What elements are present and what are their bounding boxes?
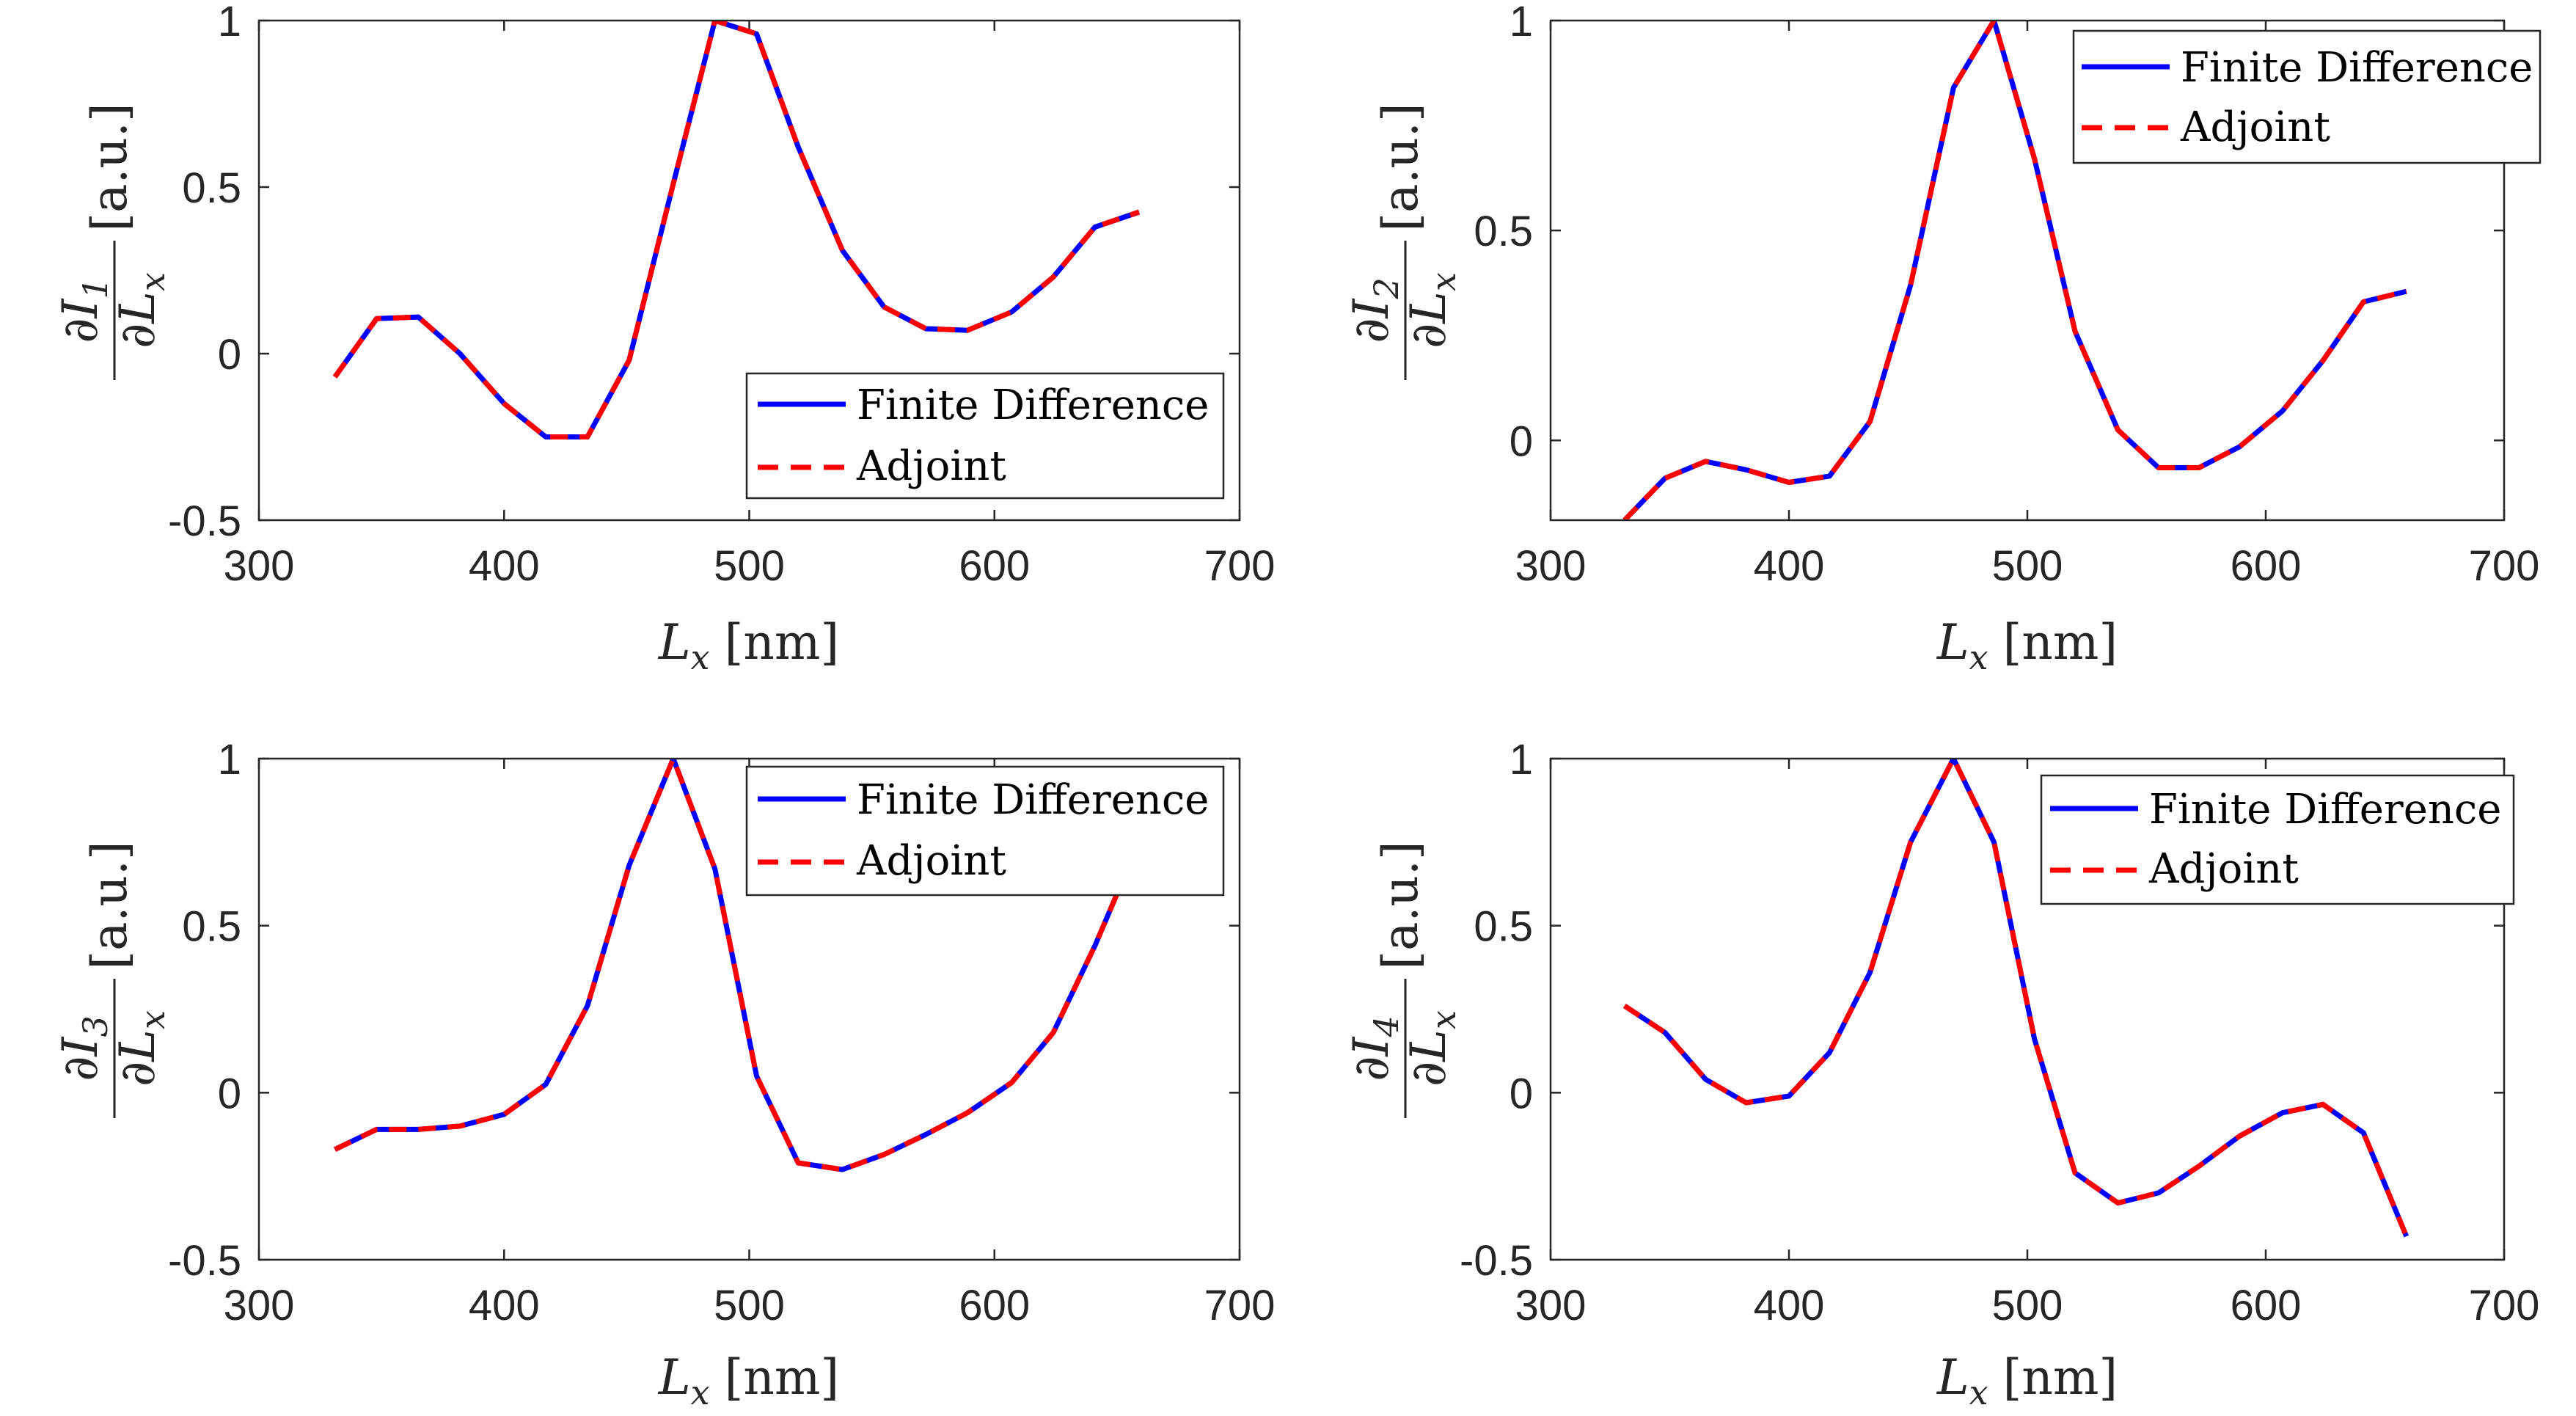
- x-axis-ticks: 300 400 500 600 700: [1515, 759, 2540, 1329]
- y-axis-ticks: -0.5 0 0.5 1: [168, 0, 1240, 545]
- x-tick-label: 300: [224, 542, 295, 590]
- legend-label-adjoint: Adjoint: [2148, 845, 2299, 893]
- x-tick-label: 700: [2469, 542, 2540, 590]
- y-tick-label: -0.5: [168, 497, 241, 545]
- y-tick-label: -0.5: [168, 1237, 241, 1285]
- x-tick-label: 400: [1754, 542, 1825, 590]
- y-label-unit: [a.u.]: [81, 841, 138, 969]
- legend: Finite Difference Adjoint: [2040, 774, 2515, 905]
- x-tick-label: 400: [469, 542, 540, 590]
- x-tick-label: 600: [959, 542, 1030, 590]
- x-tick-label: 300: [1515, 1282, 1587, 1329]
- x-tick-label: 600: [959, 1282, 1030, 1329]
- legend: Finite Difference Adjoint: [745, 372, 1225, 500]
- plot-area-frame: [257, 19, 1241, 522]
- series-lines: [332, 21, 1141, 439]
- y-tick-label: 0: [218, 331, 241, 379]
- y-label-numerator: ∂I3: [52, 1015, 115, 1081]
- series-lines: [1622, 21, 2407, 520]
- legend-label-finite-difference: Finite Difference: [857, 776, 1209, 824]
- x-axis-ticks: 300 400 500 600 700: [1515, 21, 2540, 590]
- y-label-numerator: ∂I1: [52, 277, 115, 343]
- plot-area-frame: [1549, 757, 2506, 1261]
- y-axis-label: ∂I4 ∂Lx [a.u.]: [1343, 841, 1463, 1118]
- x-axis-label-var: L: [658, 614, 691, 671]
- y-label-denominator: ∂Lx: [1400, 272, 1463, 348]
- y-axis-ticks: 00.51: [1474, 0, 2504, 465]
- y-axis-ticks: -0.5 0 0.5 1: [1460, 736, 2504, 1285]
- panel-1: 300 400 500 600 700 -0.5 0 0.5 1 Lx [nm] ∂I1 ∂Lx…: [52, 0, 1275, 677]
- x-tick-label: 400: [1754, 1282, 1825, 1329]
- y-axis-ticks: -0.5 0 0.5 1: [168, 736, 1240, 1285]
- y-tick-label: 1: [1510, 0, 1533, 45]
- y-label-numerator: ∂I4: [1343, 1015, 1406, 1081]
- x-tick-label: 700: [1204, 1282, 1276, 1329]
- legend-label-adjoint: Adjoint: [2180, 103, 2330, 151]
- y-tick-label: 1: [218, 0, 241, 45]
- series-line-adjoint: [1622, 759, 2409, 1238]
- series-lines: [334, 759, 1142, 1172]
- legend: Finite Difference Adjoint: [2072, 29, 2542, 164]
- y-tick-label: 1: [1510, 736, 1533, 784]
- y-tick-label: 0.5: [1474, 208, 1533, 255]
- y-tick-label: 0.5: [182, 164, 241, 212]
- y-label-denominator: ∂Lx: [109, 1010, 172, 1087]
- legend: Finite Difference Adjoint: [745, 765, 1225, 897]
- x-tick-label: 600: [2231, 542, 2302, 590]
- x-tick-label: 300: [1515, 542, 1587, 590]
- y-label-denominator: ∂Lx: [109, 272, 172, 348]
- legend-label-finite-difference: Finite Difference: [2181, 44, 2533, 92]
- y-label-unit: [a.u.]: [1372, 841, 1429, 969]
- legend-label-adjoint: Adjoint: [856, 442, 1006, 490]
- legend-label-adjoint: Adjoint: [856, 837, 1006, 885]
- y-tick-label: -0.5: [1460, 1237, 1533, 1285]
- x-axis-label: Lx [nm]: [658, 614, 839, 677]
- x-tick-label: 500: [1992, 542, 2063, 590]
- x-axis-ticks: 300 400 500 600 700: [224, 759, 1276, 1329]
- x-axis-label-unit: [nm]: [725, 614, 840, 671]
- panel-2: 300 400 500 600 700 00.51 Lx [nm] ∂I2 ∂Lx [a.…: [1343, 0, 2542, 677]
- y-tick-label: 0.5: [182, 903, 241, 951]
- x-tick-label: 700: [1204, 542, 1276, 590]
- y-label-numerator: ∂I2: [1343, 277, 1406, 343]
- legend-label-finite-difference: Finite Difference: [2149, 786, 2501, 833]
- x-tick-label: 300: [224, 1282, 295, 1329]
- series-line-adjoint: [334, 759, 1142, 1172]
- y-tick-label: 0.5: [1474, 903, 1533, 951]
- x-axis-label: Lx [nm]: [1936, 1349, 2118, 1412]
- y-axis-label: ∂I2 ∂Lx [a.u.]: [1343, 103, 1463, 380]
- x-tick-label: 600: [2231, 1282, 2302, 1329]
- x-axis-label-sub: x: [691, 638, 710, 677]
- series-line-adjoint: [1622, 21, 2407, 520]
- x-tick-label: 500: [714, 542, 785, 590]
- y-label-denominator: ∂Lx: [1400, 1010, 1463, 1087]
- y-axis-label: ∂I3 ∂Lx [a.u.]: [52, 841, 172, 1118]
- plot-area-frame: [257, 757, 1241, 1261]
- x-tick-label: 500: [1992, 1282, 2063, 1329]
- y-axis-label: ∂I1 ∂Lx [a.u.]: [52, 103, 172, 380]
- plot-area-frame: [1549, 19, 2506, 522]
- y-label-unit: [a.u.]: [1372, 103, 1429, 231]
- x-tick-label: 500: [714, 1282, 785, 1329]
- x-axis-ticks: 300 400 500 600 700: [224, 21, 1276, 590]
- panel-3: 300 400 500 600 700 -0.5 0 0.5 1 Lx [nm] ∂I3 ∂Lx…: [52, 736, 1275, 1412]
- y-tick-label: 0: [1510, 417, 1533, 465]
- y-tick-label: 1: [218, 736, 241, 784]
- series-lines: [1622, 759, 2409, 1238]
- y-tick-label: 0: [218, 1070, 241, 1117]
- x-axis-label: Lx [nm]: [1936, 614, 2118, 677]
- y-label-unit: [a.u.]: [81, 103, 138, 231]
- x-tick-label: 700: [2469, 1282, 2540, 1329]
- x-tick-label: 400: [469, 1282, 540, 1329]
- panel-4: 300 400 500 600 700 -0.5 0 0.5 1 Lx [nm] ∂I4 ∂Lx…: [1343, 736, 2539, 1412]
- y-tick-label: 0: [1510, 1070, 1533, 1117]
- x-axis-label: Lx [nm]: [658, 1349, 839, 1412]
- legend-label-finite-difference: Finite Difference: [857, 382, 1209, 429]
- series-line-adjoint: [332, 21, 1141, 439]
